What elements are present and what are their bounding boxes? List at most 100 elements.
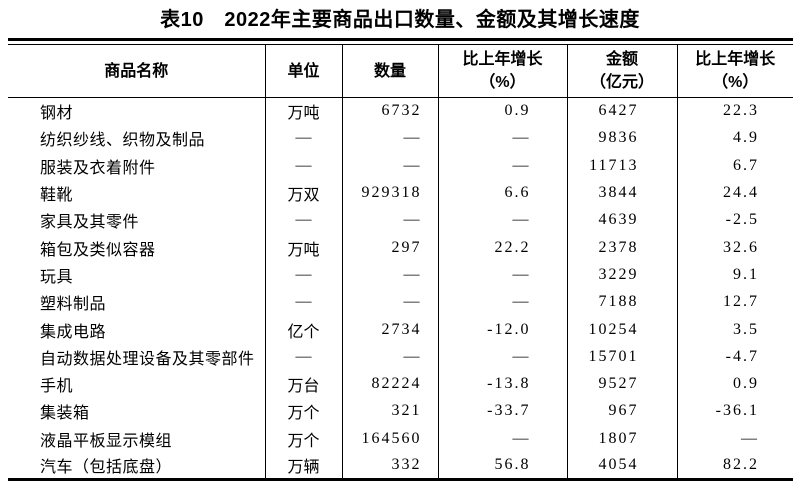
- cell-quantity-growth: —: [438, 206, 568, 234]
- cell-quantity-growth: 56.8: [438, 452, 568, 480]
- cell-product-name: 钢材: [8, 97, 266, 125]
- cell-amount-growth: -4.7: [725, 347, 759, 365]
- cell-amount-growth: 82.2: [723, 456, 759, 474]
- cell-product-name: 汽车（包括底盘）: [8, 452, 266, 480]
- cell-amount: 3229: [567, 261, 678, 289]
- cell-amount-growth: -36.1: [715, 402, 759, 420]
- cell-product-name: 鞋靴: [8, 179, 266, 207]
- cell-unit: 万吨: [265, 233, 343, 262]
- cell-amount: 6427: [567, 97, 678, 125]
- header-product-name: 商品名称: [8, 44, 266, 98]
- cell-product-name: 纺织纱线、织物及制品: [8, 124, 266, 153]
- statistical-communique-page: 表10 2022年主要商品出口数量、金额及其增长速度 商品名称 单位 数量 比上…: [0, 7, 800, 502]
- cell-amount: 9836: [567, 124, 678, 153]
- cell-unit: 亿个: [265, 315, 343, 344]
- cell-quantity-growth: -33.7: [438, 397, 568, 426]
- header-label-line1: 金额: [605, 51, 638, 68]
- data-table: 商品名称 单位 数量 比上年增长 （%） 金额 （亿元） 比上年增长 （%）: [8, 44, 793, 482]
- cell-amount-growth: 22.3: [723, 102, 759, 120]
- cell-quantity: —: [342, 288, 439, 316]
- header-label-line2: （%）: [479, 74, 526, 91]
- cell-amount-growth: 32.6: [723, 238, 759, 256]
- cell-product-name: 集装箱: [8, 397, 266, 426]
- table-row: 集装箱 万个 321 -33.7 967 -36.1: [8, 397, 793, 426]
- header-row: 商品名称 单位 数量 比上年增长 （%） 金额 （亿元） 比上年增长 （%）: [8, 44, 793, 98]
- cell-quantity: —: [342, 343, 439, 371]
- cell-amount: 15701: [567, 343, 678, 371]
- cell-product-name: 液晶平板显示模组: [8, 425, 266, 453]
- cell-unit: —: [265, 206, 343, 234]
- cell-quantity-growth: 22.2: [438, 233, 568, 262]
- table-row: 液晶平板显示模组 万个 164560 — 1807 —: [8, 425, 793, 453]
- cell-amount: 1807: [567, 425, 678, 453]
- cell-quantity-growth: 0.9: [438, 97, 568, 125]
- cell-product-name: 集成电路: [8, 315, 266, 344]
- cell-amount: 10254: [567, 315, 678, 344]
- header-label-line2: （%）: [712, 74, 759, 91]
- cell-quantity: 82224: [342, 370, 439, 398]
- table-row: 手机 万台 82224 -13.8 9527 0.9: [8, 370, 793, 398]
- cell-amount: 3844: [567, 179, 678, 207]
- header-label: 单位: [287, 62, 320, 80]
- cell-quantity: 2734: [342, 315, 439, 344]
- cell-amount-growth: -2.5: [725, 211, 759, 229]
- table-row: 纺织纱线、织物及制品 — — — 9836 4.9: [8, 124, 793, 153]
- cell-amount-growth: 3.5: [733, 320, 759, 338]
- cell-quantity: 321: [342, 397, 439, 426]
- cell-product-name: 服装及衣着附件: [8, 152, 266, 180]
- cell-quantity: 929318: [342, 179, 439, 207]
- table-row: 集成电路 亿个 2734 -12.0 10254 3.5: [8, 315, 793, 344]
- cell-quantity: 297: [342, 233, 439, 262]
- cell-unit: —: [265, 152, 343, 180]
- cell-unit: 万吨: [265, 97, 343, 125]
- table-row: 箱包及类似容器 万吨 297 22.2 2378 32.6: [8, 233, 793, 262]
- cell-quantity-growth: —: [438, 261, 568, 289]
- cell-amount: 11713: [567, 152, 678, 180]
- cell-quantity: —: [342, 206, 439, 234]
- table-row: 玩具 — — — 3229 9.1: [8, 261, 793, 289]
- cell-quantity: —: [342, 261, 439, 289]
- cell-unit: —: [265, 343, 343, 371]
- cell-unit: 万辆: [265, 452, 343, 480]
- cell-quantity-growth: 6.6: [438, 179, 568, 207]
- cell-product-name: 玩具: [8, 261, 266, 289]
- export-commodities-table: 商品名称 单位 数量 比上年增长 （%） 金额 （亿元） 比上年增长 （%）: [8, 38, 793, 482]
- table-row: 家具及其零件 — — — 4639 -2.5: [8, 206, 793, 234]
- cell-quantity-growth: —: [438, 425, 568, 453]
- header-label-line1: 比上年增长: [695, 51, 776, 68]
- table-row: 服装及衣着附件 — — — 11713 6.7: [8, 152, 793, 180]
- header-quantity: 数量: [342, 44, 439, 98]
- cell-amount-growth: 9.1: [733, 265, 759, 283]
- header-unit: 单位: [265, 44, 343, 98]
- cell-amount: 4054: [567, 452, 678, 480]
- cell-product-name: 箱包及类似容器: [8, 233, 266, 262]
- header-amount: 金额 （亿元）: [567, 44, 678, 98]
- cell-amount: 7188: [567, 288, 678, 316]
- header-label: 数量: [373, 62, 406, 80]
- cell-unit: 万台: [265, 370, 343, 398]
- cell-unit: —: [265, 261, 343, 289]
- header-label-line2: （亿元）: [589, 74, 654, 91]
- cell-amount-growth: 24.4: [723, 184, 759, 202]
- cell-product-name: 塑料制品: [8, 288, 266, 316]
- cell-quantity-growth: -13.8: [438, 370, 568, 398]
- table-row: 自动数据处理设备及其零部件 — — — 15701 -4.7: [8, 343, 793, 371]
- table-row: 鞋靴 万双 929318 6.6 3844 24.4: [8, 179, 793, 207]
- cell-amount: 2378: [567, 233, 678, 262]
- cell-amount-growth: —: [741, 429, 759, 447]
- cell-unit: 万双: [265, 179, 343, 207]
- cell-amount-growth: 0.9: [733, 375, 759, 393]
- cell-quantity: 6732: [342, 97, 439, 125]
- cell-product-name: 家具及其零件: [8, 206, 266, 234]
- cell-amount-growth: 12.7: [723, 293, 759, 311]
- cell-quantity-growth: -12.0: [438, 315, 568, 344]
- cell-unit: 万个: [265, 425, 343, 453]
- cell-quantity: —: [342, 152, 439, 180]
- header-label-line1: 比上年增长: [462, 51, 543, 68]
- cell-quantity: —: [342, 124, 439, 153]
- header-amount-growth: 比上年增长 （%）: [677, 45, 793, 98]
- cell-quantity-growth: —: [438, 124, 568, 153]
- header-label: 商品名称: [104, 62, 169, 80]
- table-title: 表10 2022年主要商品出口数量、金额及其增长速度: [160, 9, 640, 31]
- cell-quantity: 332: [342, 452, 439, 480]
